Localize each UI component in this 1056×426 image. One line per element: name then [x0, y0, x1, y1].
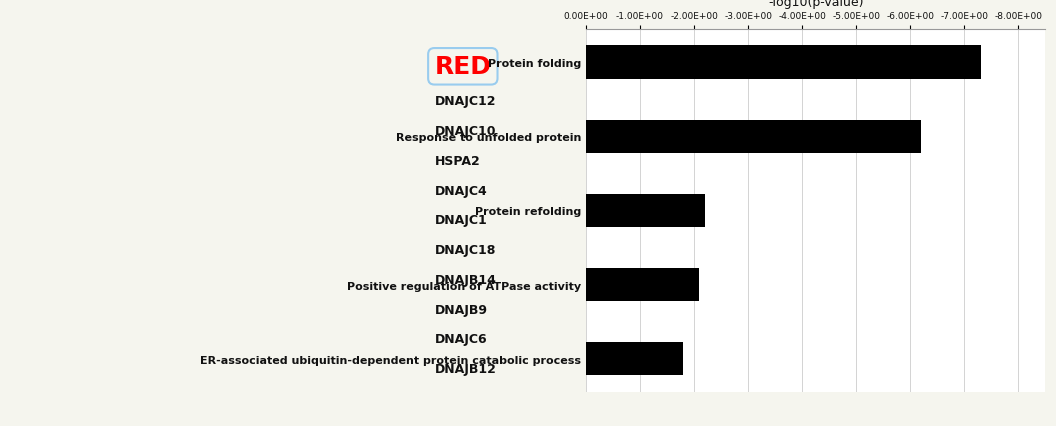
Text: DNAJB9: DNAJB9 — [434, 303, 488, 316]
Text: DNAJC6: DNAJC6 — [434, 333, 487, 345]
Text: DNAJC10: DNAJC10 — [434, 125, 496, 138]
Text: HSPA2: HSPA2 — [434, 154, 480, 167]
Bar — [586, 342, 683, 375]
Text: DNAJB12: DNAJB12 — [434, 362, 496, 375]
Text: DNAJC18: DNAJC18 — [434, 244, 495, 256]
Bar — [586, 194, 704, 227]
X-axis label: -log10(p-value): -log10(p-value) — [768, 0, 864, 9]
Bar — [586, 268, 699, 302]
Text: DNAJB14: DNAJB14 — [434, 273, 496, 286]
Text: DNAJC1: DNAJC1 — [434, 214, 487, 227]
Bar — [586, 46, 981, 80]
Text: DNAJC4: DNAJC4 — [434, 184, 487, 197]
Bar — [586, 120, 921, 153]
Text: RED: RED — [434, 55, 491, 79]
Text: DNAJC12: DNAJC12 — [434, 95, 496, 108]
